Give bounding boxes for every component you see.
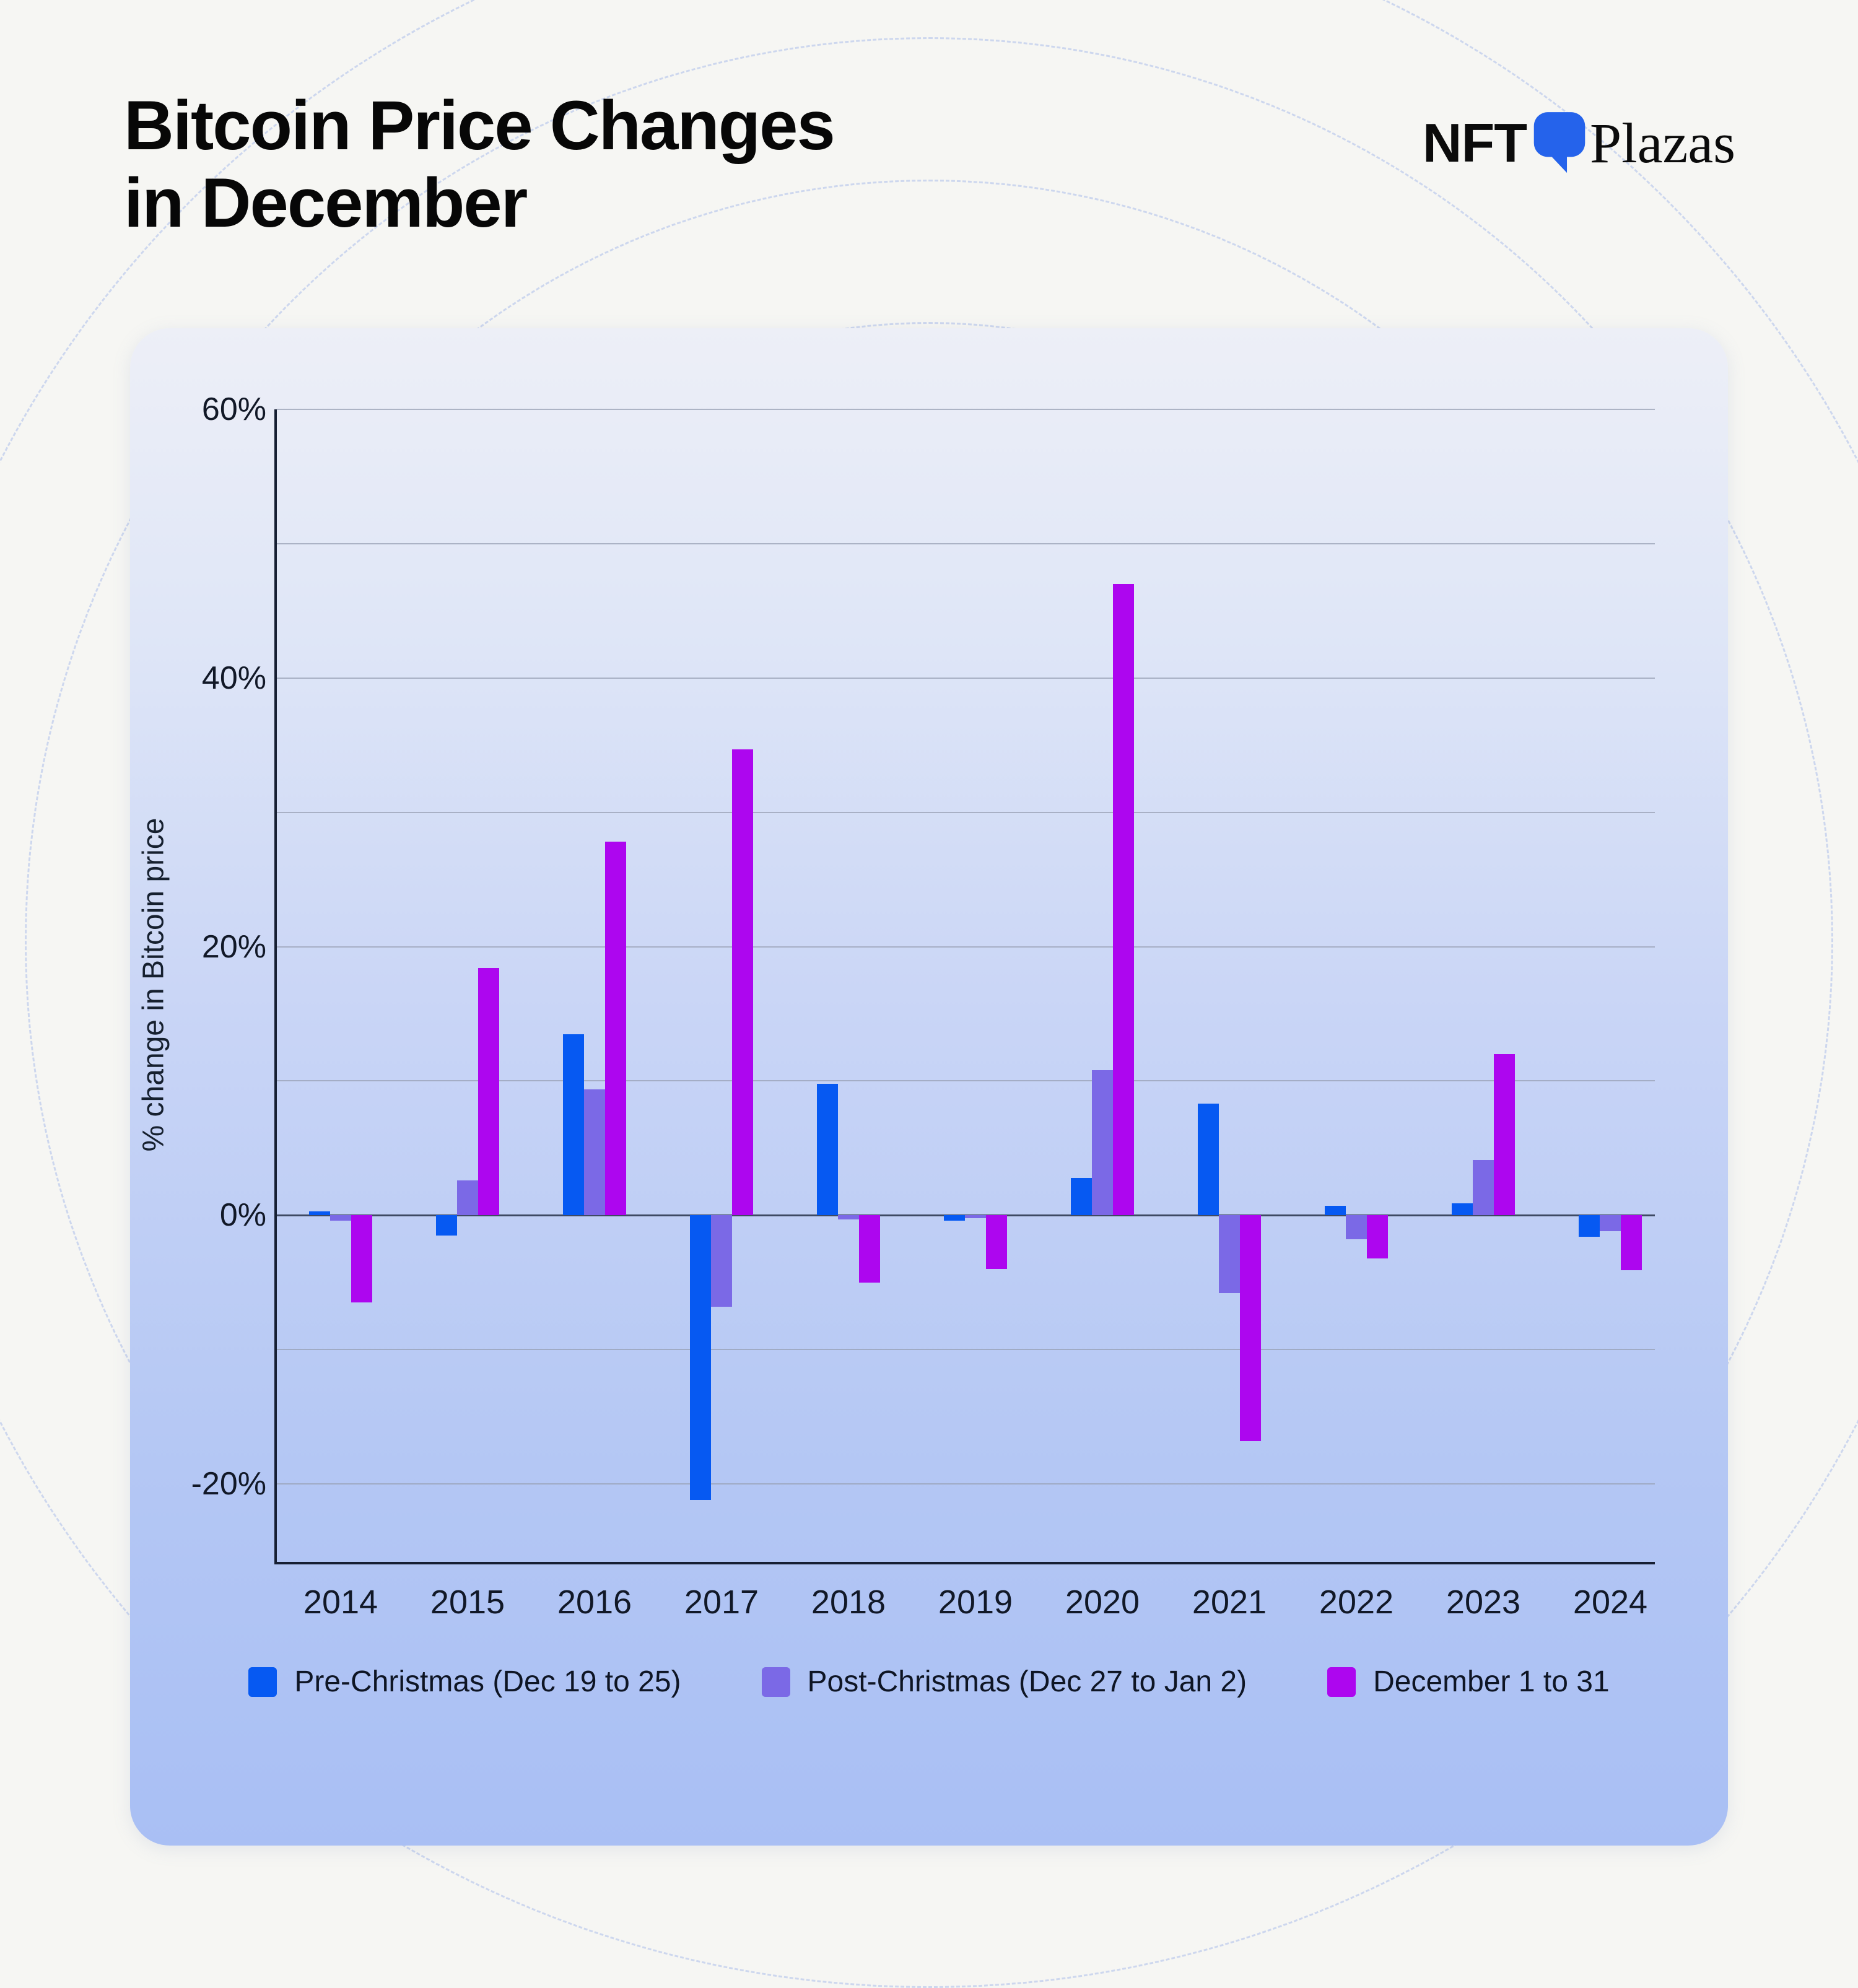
x-tick-2022: 2022 [1319,1584,1394,1621]
bar-2020-series1 [1092,1070,1113,1216]
legend-label: Pre-Christmas (Dec 19 to 25) [294,1665,681,1698]
bar-2021-series2 [1240,1215,1261,1441]
bar-2024-series1 [1600,1215,1621,1232]
legend-label: Post-Christmas (Dec 27 to Jan 2) [807,1665,1247,1698]
chart-card [130,328,1728,1846]
gridline-60 [277,409,1655,410]
x-tick-2016: 2016 [557,1584,632,1621]
x-tick-2019: 2019 [938,1584,1013,1621]
bar-2016-series2 [605,842,626,1216]
chart-legend: Pre-Christmas (Dec 19 to 25) Post-Christm… [130,1665,1728,1699]
bar-2023-series1 [1473,1160,1494,1216]
y-axis-title: % change in Bitcoin price [137,817,170,1152]
gridline-30 [277,811,1655,813]
x-tick-2024: 2024 [1572,1584,1648,1621]
bar-2023-series0 [1452,1203,1473,1216]
p-bubble-icon [1533,112,1585,173]
bar-2014-series1 [330,1215,351,1221]
bar-2014-series0 [309,1211,330,1216]
gridline-40 [277,677,1655,679]
bar-2016-series1 [584,1089,605,1216]
y-tick-60: 60% [201,391,266,427]
x-tick-2020: 2020 [1065,1584,1140,1621]
bar-2019-series2 [986,1215,1007,1270]
y-tick-40: 40% [201,660,266,696]
y-tick-0: 0% [219,1197,266,1234]
logo-plazas-text: Plazas [1589,111,1735,175]
legend-swatch-icon [761,1667,790,1697]
x-tick-2017: 2017 [684,1584,759,1621]
bar-2015-series1 [457,1180,478,1216]
nft-plazas-logo: NFT Plazas [1423,110,1735,176]
x-tick-2021: 2021 [1192,1584,1267,1621]
y-tick--20: -20% [191,1466,266,1502]
bar-2024-series2 [1621,1215,1642,1271]
legend-swatch-icon [248,1667,277,1697]
bar-2022-series1 [1346,1215,1367,1240]
bar-2017-series1 [711,1215,732,1307]
bar-2021-series0 [1198,1104,1219,1216]
gridline--20 [277,1483,1655,1485]
legend-swatch-icon [1327,1667,1356,1697]
bar-2017-series0 [690,1215,711,1501]
plot-area [274,409,1655,1564]
legend-label: December 1 to 31 [1373,1665,1610,1698]
x-tick-2015: 2015 [430,1584,505,1621]
bar-2018-series2 [859,1215,880,1283]
logo-nft-text: NFT [1422,112,1527,173]
bar-2017-series2 [732,749,753,1216]
x-tick-2018: 2018 [811,1584,886,1621]
bar-2018-series0 [817,1083,838,1216]
bar-2019-series1 [965,1215,986,1218]
bar-2022-series2 [1367,1215,1388,1258]
x-axis-line [274,1562,1655,1564]
page-title-line1: Bitcoin Price Changes [124,87,835,164]
legend-item-1: Post-Christmas (Dec 27 to Jan 2) [761,1665,1247,1699]
bar-2018-series1 [838,1215,859,1219]
page-title-line2: in December [124,164,528,242]
gridline-20 [277,946,1655,948]
bar-2016-series0 [563,1034,584,1216]
bar-2019-series0 [944,1215,965,1221]
gridline-10 [277,1080,1655,1082]
x-tick-2023: 2023 [1446,1584,1521,1621]
x-tick-2014: 2014 [303,1584,378,1621]
bar-2024-series0 [1579,1215,1600,1237]
bar-2023-series2 [1494,1054,1515,1216]
gridline-50 [277,543,1655,544]
bar-2021-series1 [1219,1215,1240,1294]
bar-2020-series0 [1071,1177,1092,1216]
page-title: Bitcoin Price Changes in December [124,87,835,242]
bar-2014-series2 [351,1215,372,1303]
bar-2015-series0 [436,1215,457,1236]
legend-item-2: December 1 to 31 [1327,1665,1610,1699]
bar-2020-series2 [1113,583,1134,1216]
y-axis-line [274,409,277,1562]
y-tick-20: 20% [201,928,266,965]
gridline--10 [277,1349,1655,1351]
bar-2015-series2 [478,968,499,1216]
legend-item-0: Pre-Christmas (Dec 19 to 25) [248,1665,681,1699]
bar-2022-series0 [1325,1206,1346,1216]
